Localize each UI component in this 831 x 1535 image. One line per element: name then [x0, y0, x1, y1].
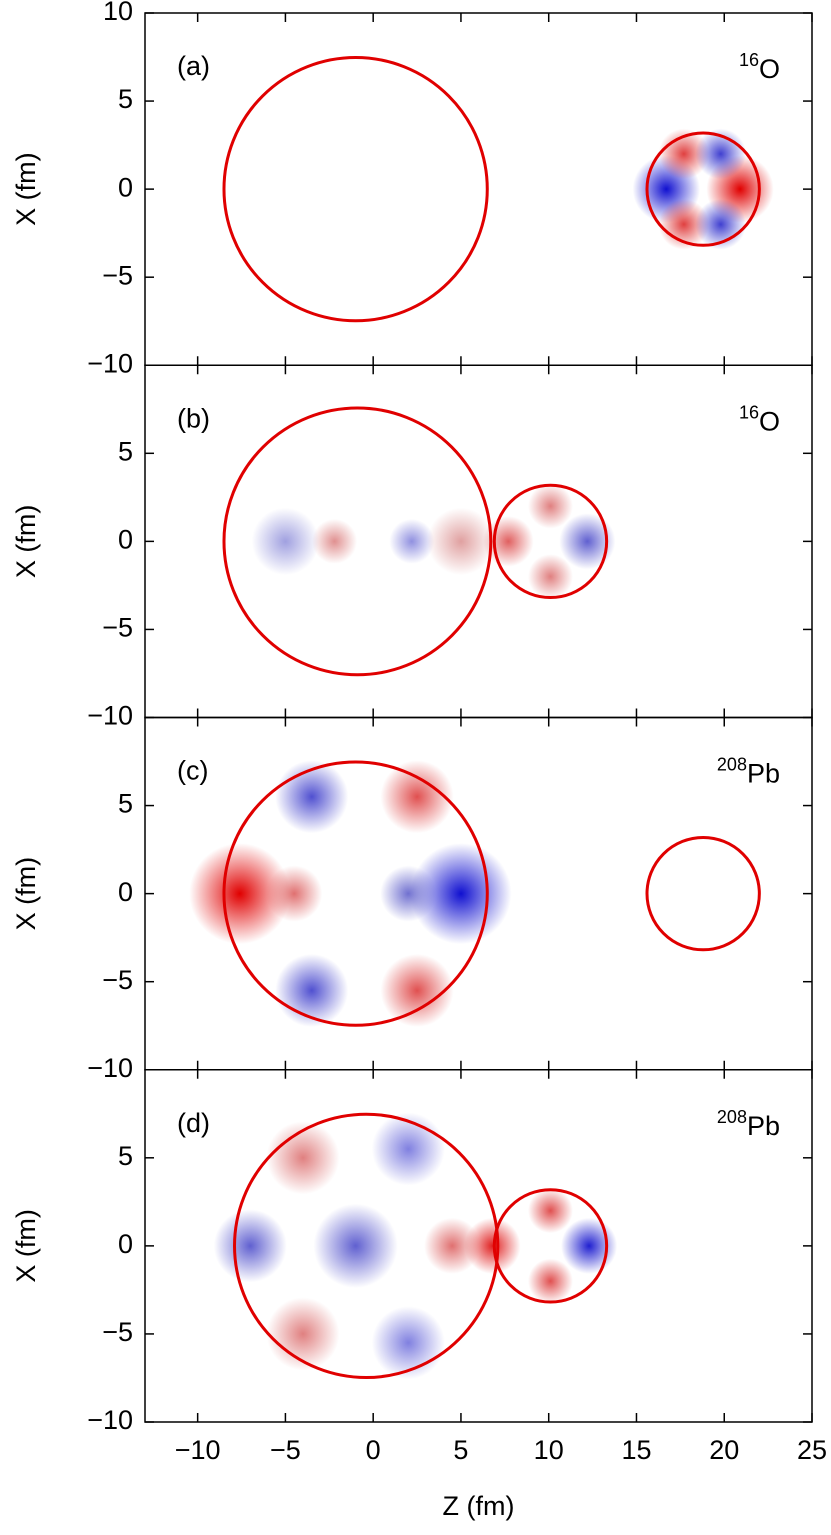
nucleus-circle [492, 1188, 609, 1304]
y-tick-label: −10 [87, 348, 133, 378]
y-tick-label: 0 [118, 877, 133, 907]
density-spot [275, 953, 349, 1028]
nucleus-circle [233, 1112, 500, 1380]
y-tick-label: 0 [118, 172, 133, 202]
x-tick-label: 15 [621, 1435, 651, 1465]
y-tick-label: 10 [103, 0, 133, 26]
density-spot [213, 1209, 287, 1283]
x-tick-label: 10 [534, 1435, 564, 1465]
density-spot [266, 865, 323, 922]
y-tick-label: 5 [118, 789, 133, 819]
y-tick-label: −10 [87, 1053, 133, 1083]
panel-plot [213, 1112, 618, 1380]
density-spot [313, 1203, 398, 1289]
density-spot [560, 1217, 618, 1274]
y-tick-label: −5 [102, 1317, 133, 1347]
density-spot [275, 760, 349, 834]
nucleus-symbol: Pb [747, 759, 780, 789]
panel-plot [222, 55, 774, 323]
y-tick-label: −10 [87, 701, 133, 731]
y-axis-label: X (fm) [11, 152, 41, 226]
nucleus-label: 16O [739, 402, 780, 436]
nucleus-circle [645, 835, 761, 952]
density-spot [312, 518, 358, 564]
x-tick-label: −10 [175, 1435, 221, 1465]
x-tick-label: 20 [709, 1435, 739, 1465]
y-tick-label: −5 [102, 260, 133, 290]
density-spot [266, 1297, 340, 1371]
density-spot [380, 953, 454, 1028]
nucleus-circle [222, 55, 489, 323]
density-spot [464, 1217, 521, 1274]
nucleus-label: 208Pb [717, 754, 780, 788]
nucleus-label: 208Pb [717, 1107, 780, 1141]
panel-label: (a) [177, 51, 210, 81]
y-axis-label: X (fm) [11, 857, 41, 931]
density-spot [427, 507, 495, 576]
panel-label: (c) [177, 756, 208, 786]
density-spot [559, 513, 616, 570]
nucleus-circle [222, 406, 493, 677]
panel-label: (b) [177, 403, 210, 433]
nucleus-mass: 16 [739, 50, 759, 70]
y-tick-label: 5 [118, 84, 133, 114]
nucleus-mass: 208 [717, 754, 747, 774]
y-tick-label: 5 [118, 436, 133, 466]
nucleus-circle [492, 483, 609, 600]
y-tick-label: 0 [118, 525, 133, 555]
density-spot [380, 760, 454, 834]
nucleus-label: 16O [739, 50, 780, 84]
density-spot [371, 1112, 445, 1186]
x-tick-label: 5 [453, 1435, 468, 1465]
nucleus-circle [222, 760, 489, 1027]
density-spot [189, 843, 291, 945]
nucleus-symbol: O [759, 54, 780, 84]
nucleus-mass: 208 [717, 1107, 747, 1127]
y-axis-label: X (fm) [11, 1209, 41, 1283]
panel-plot [222, 406, 616, 677]
y-tick-label: 5 [118, 1141, 133, 1171]
density-spot [371, 1306, 445, 1380]
density-spot [527, 1188, 573, 1234]
panel-label: (d) [177, 1108, 210, 1138]
nucleus-circle [645, 131, 761, 247]
density-spot [527, 483, 573, 529]
density-spot [424, 1217, 481, 1274]
density-spot [527, 554, 573, 600]
y-axis-label: X (fm) [11, 505, 41, 579]
nucleus-symbol: O [759, 406, 780, 436]
nucleus-mass: 16 [739, 402, 759, 422]
density-spot [389, 518, 435, 564]
x-tick-label: 0 [366, 1435, 381, 1465]
panel-plot [189, 760, 761, 1028]
x-axis-label: Z (fm) [443, 1491, 515, 1521]
y-tick-label: −5 [102, 965, 133, 995]
y-tick-label: −5 [102, 613, 133, 643]
x-tick-label: −5 [270, 1435, 301, 1465]
y-tick-label: −10 [87, 1405, 133, 1435]
density-spot [527, 1258, 573, 1304]
density-spot [251, 507, 320, 576]
density-spot [380, 865, 437, 922]
y-tick-label: 0 [118, 1229, 133, 1259]
density-spot [266, 1121, 340, 1195]
nucleus-symbol: Pb [747, 1111, 780, 1141]
x-tick-label: 25 [797, 1435, 827, 1465]
